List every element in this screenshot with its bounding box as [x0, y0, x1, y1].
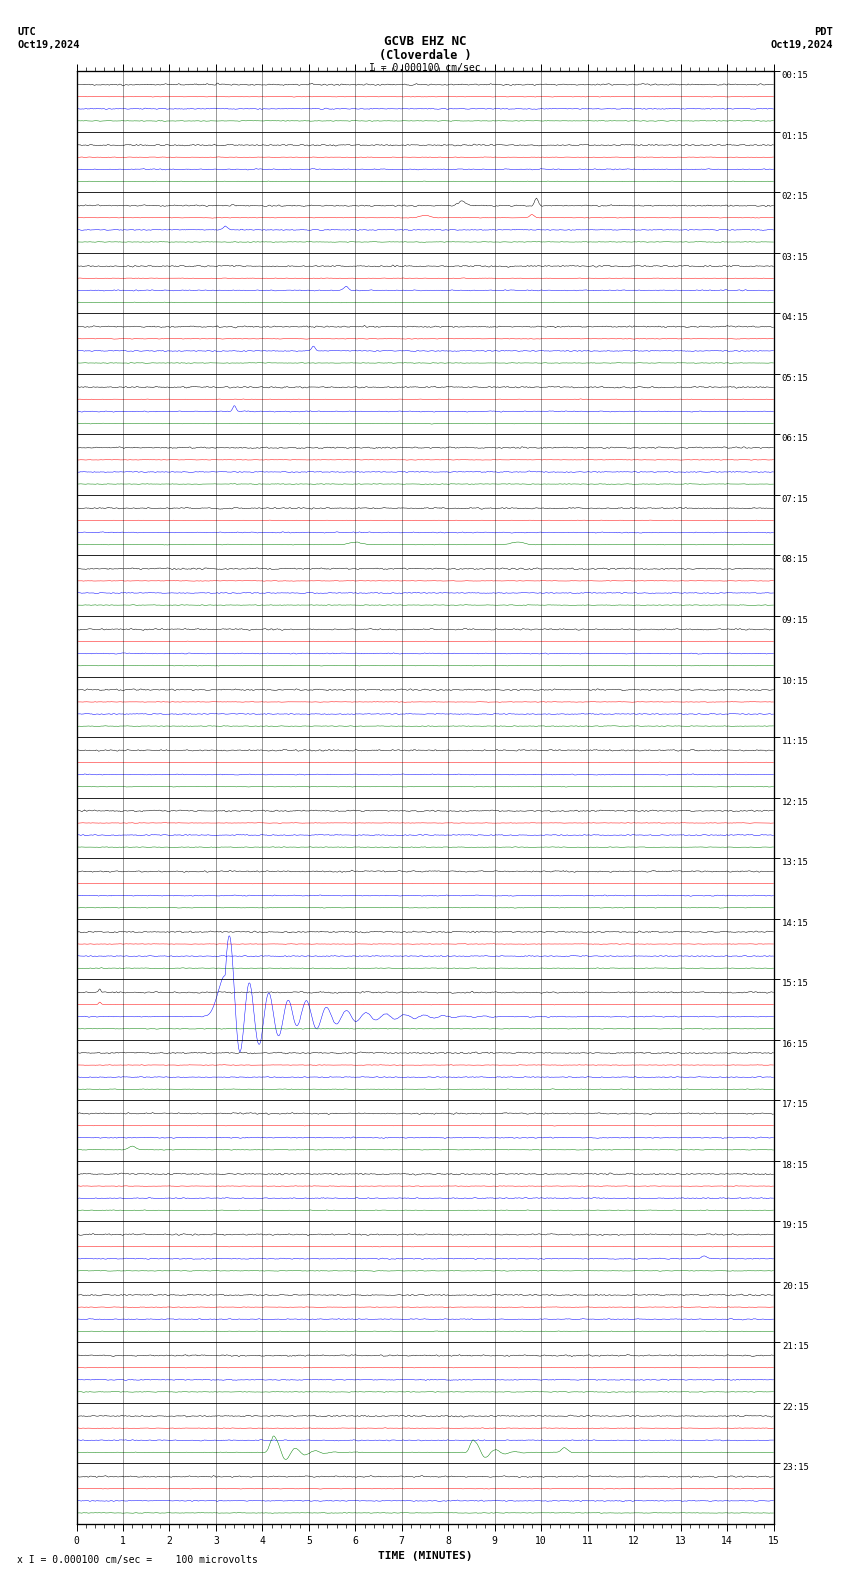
Text: PDT: PDT	[814, 27, 833, 36]
Text: UTC: UTC	[17, 27, 36, 36]
Text: x I = 0.000100 cm/sec =    100 microvolts: x I = 0.000100 cm/sec = 100 microvolts	[17, 1555, 258, 1565]
X-axis label: TIME (MINUTES): TIME (MINUTES)	[377, 1551, 473, 1562]
Text: Oct19,2024: Oct19,2024	[17, 40, 80, 49]
Text: I = 0.000100 cm/sec: I = 0.000100 cm/sec	[369, 63, 481, 73]
Text: GCVB EHZ NC: GCVB EHZ NC	[383, 35, 467, 48]
Text: Oct19,2024: Oct19,2024	[770, 40, 833, 49]
Text: (Cloverdale ): (Cloverdale )	[379, 49, 471, 62]
